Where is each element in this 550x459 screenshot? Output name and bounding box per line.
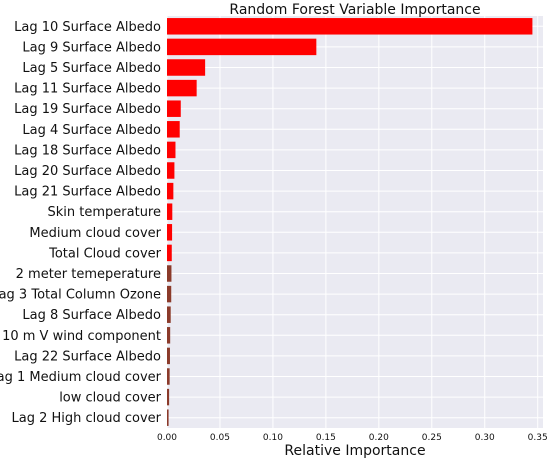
x-tick-label: 0.30 [475, 433, 495, 443]
bar [167, 347, 170, 365]
category-label: Lag 2 High cloud cover [12, 411, 162, 426]
bar [167, 100, 181, 117]
category-label: 10 m V wind component [2, 329, 161, 344]
category-label: Lag 8 Surface Albedo [22, 308, 161, 323]
category-label: Lag 20 Surface Albedo [14, 164, 161, 179]
category-label: Lag 18 Surface Albedo [14, 143, 161, 158]
bar [167, 162, 175, 179]
category-labels: Lag 10 Surface Albedo Lag 9 Surface Albed… [0, 20, 162, 426]
category-label: Lag 11 Surface Albedo [14, 82, 161, 97]
category-label: Lag 1 Medium cloud cover [0, 370, 162, 385]
x-tick-label: 0.25 [422, 433, 442, 443]
x-tick-label: 0.35 [528, 433, 548, 443]
category-label: Total Cloud cover [48, 246, 162, 261]
chart-title: Random Forest Variable Importance [229, 2, 480, 18]
category-label: Lag 5 Surface Albedo [22, 61, 161, 76]
category-label: Lag 22 Surface Albedo [14, 349, 161, 364]
x-tick-label: 0.10 [263, 433, 283, 443]
x-tick-label: 0.05 [210, 433, 230, 443]
x-tick-label: 0.20 [369, 433, 389, 443]
bar [167, 18, 533, 35]
bar [167, 265, 172, 282]
bar [167, 285, 172, 303]
x-tick-labels: 0.00 0.05 0.10 0.15 0.20 0.25 0.30 0.35 [157, 433, 548, 443]
bar [167, 327, 171, 344]
bar [167, 306, 171, 323]
grid-lines [166, 16, 543, 428]
category-label: Skin temperature [48, 205, 161, 220]
category-label: low cloud cover [59, 391, 161, 406]
x-axis-label: Relative Importance [284, 443, 425, 459]
bar [167, 121, 180, 138]
category-label: Lag 9 Surface Albedo [22, 40, 161, 55]
category-label: Lag 4 Surface Albedo [22, 123, 161, 138]
bar [167, 182, 174, 200]
category-label: Lag 19 Surface Albedo [14, 102, 161, 117]
x-tick-label: 0.00 [157, 433, 177, 443]
category-label: Lag 21 Surface Albedo [14, 185, 161, 200]
bar [167, 224, 173, 241]
plot-area [167, 16, 543, 428]
bars [167, 18, 533, 426]
bar [167, 141, 176, 159]
category-label: 2 meter temeperature [16, 267, 161, 282]
bar [167, 59, 206, 76]
bar [167, 38, 317, 56]
bar [167, 244, 172, 262]
bar [167, 388, 170, 406]
category-label: Lag 3 Total Column Ozone [0, 288, 161, 303]
bar [167, 203, 173, 220]
bar [167, 409, 169, 426]
x-tick-label: 0.15 [316, 433, 336, 443]
category-label: Medium cloud cover [29, 226, 161, 241]
bar [167, 368, 170, 385]
bar [167, 79, 197, 97]
category-label: Lag 10 Surface Albedo [14, 20, 161, 35]
